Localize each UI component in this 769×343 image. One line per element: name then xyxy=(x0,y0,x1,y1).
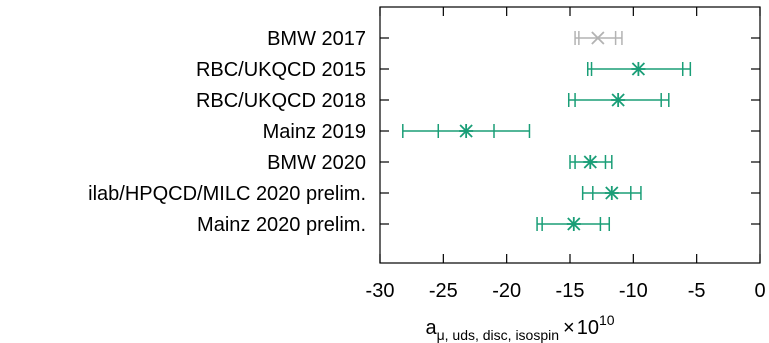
x-axis-label: aμ, uds, disc, isospin × 1010 xyxy=(425,312,614,343)
data-point xyxy=(402,124,531,138)
x-axis-label-times: × xyxy=(563,317,575,339)
point-marker xyxy=(611,93,626,107)
x-ticks: -30 -25 -20 -15 -10 -5 0 xyxy=(366,7,766,302)
row-label: Mainz 2019 xyxy=(263,121,366,143)
data-point xyxy=(586,62,692,76)
marker-stroke xyxy=(591,31,605,45)
point-marker xyxy=(583,155,598,169)
row-label: BMW 2017 xyxy=(267,28,366,50)
x-tick-label: 0 xyxy=(754,280,765,302)
row-label: RBC/UKQCD 2018 xyxy=(196,90,366,112)
x-axis-label-exponent: 10 xyxy=(599,312,615,328)
data-point xyxy=(574,31,623,45)
point-marker xyxy=(566,217,581,231)
x-tick-label: -5 xyxy=(688,280,706,302)
point-marker xyxy=(631,62,646,76)
row-label: ilab/HPQCD/MILC 2020 prelim. xyxy=(88,183,366,205)
x-axis-label-subscript: μ, uds, disc, isospin xyxy=(437,327,559,343)
x-axis-label-base: a xyxy=(425,317,437,339)
row-labels: BMW 2017 RBC/UKQCD 2015 RBC/UKQCD 2018 Main… xyxy=(88,28,760,236)
row-label: RBC/UKQCD 2015 xyxy=(196,59,366,81)
x-axis-label-power-base: 10 xyxy=(577,317,599,339)
data-point xyxy=(569,155,613,169)
row-label: BMW 2020 xyxy=(267,152,366,174)
data-point xyxy=(536,217,611,231)
x-tick-label: -30 xyxy=(366,280,395,302)
data-point xyxy=(567,93,670,107)
data-point xyxy=(581,186,642,200)
point-marker xyxy=(591,31,605,45)
x-tick-label: -20 xyxy=(492,280,521,302)
point-marker xyxy=(459,124,474,138)
x-tick-label: -10 xyxy=(619,280,648,302)
point-marker xyxy=(604,186,619,200)
x-tick-label: -25 xyxy=(429,280,458,302)
data-marks xyxy=(402,31,692,231)
row-label: Mainz 2020 prelim. xyxy=(197,214,366,236)
x-tick-label: -15 xyxy=(556,280,585,302)
